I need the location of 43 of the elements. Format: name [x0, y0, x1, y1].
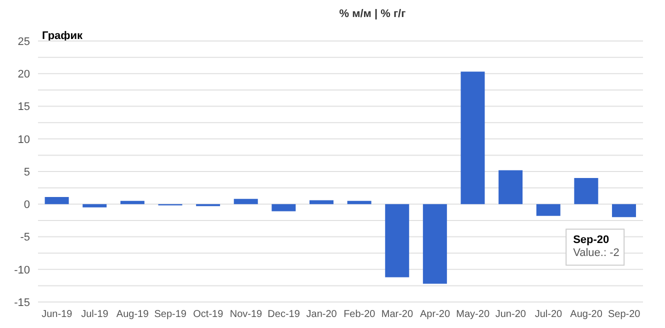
x-tick-label: Feb-20 — [344, 309, 376, 320]
y-tick-label: 5 — [24, 166, 30, 178]
y-tick-label: 25 — [18, 36, 30, 48]
y-tick-label: 10 — [18, 134, 30, 146]
tooltip-box: Sep-20 Value.: -2 — [566, 228, 625, 266]
y-tick-label: 20 — [18, 68, 30, 81]
bar — [498, 170, 523, 204]
chart-title: График — [42, 30, 83, 42]
bar — [347, 200, 372, 204]
bar — [385, 204, 410, 278]
x-tick-label: Jul-19 — [81, 309, 109, 320]
x-tick-label: Oct-19 — [193, 309, 224, 320]
bar — [612, 204, 636, 218]
x-tick-label: Sep-20 — [608, 309, 641, 320]
bar — [574, 178, 598, 204]
x-tick-label: Aug-20 — [570, 309, 603, 320]
y-tick-label: -5 — [20, 232, 30, 244]
y-tick-label: -10 — [14, 264, 30, 276]
x-tick-label: Jul-20 — [534, 309, 563, 320]
x-tick-label: Apr-20 — [420, 309, 450, 320]
bar — [234, 198, 258, 204]
x-tick-label: Jan-20 — [306, 309, 338, 320]
text: % м/м | % г/г — [338, 8, 407, 20]
x-tick-label: Sep-19 — [154, 309, 187, 320]
annotation: Sep-20 Value.: -2 — [573, 234, 620, 260]
x-tick-label: Jun-19 — [42, 309, 73, 320]
x-tick-label: Nov-19 — [230, 309, 263, 320]
bar — [272, 204, 296, 212]
bar — [44, 196, 69, 204]
bar — [536, 204, 560, 216]
x-tick-label: Mar-20 — [381, 309, 414, 320]
y-tick-label: -15 — [14, 296, 30, 309]
bar — [460, 72, 485, 204]
x-tick-label: Jun-20 — [495, 309, 526, 320]
x-tick-label: May-20 — [456, 309, 490, 320]
x-tick-label: Aug-19 — [116, 309, 150, 320]
bar — [309, 200, 334, 204]
bar — [422, 204, 447, 284]
y-tick-label: 15 — [18, 101, 30, 114]
bar — [82, 204, 107, 208]
x-tick-label: Dec-19 — [268, 309, 300, 320]
bar — [120, 200, 144, 204]
y-tick-label: 0 — [24, 199, 30, 212]
